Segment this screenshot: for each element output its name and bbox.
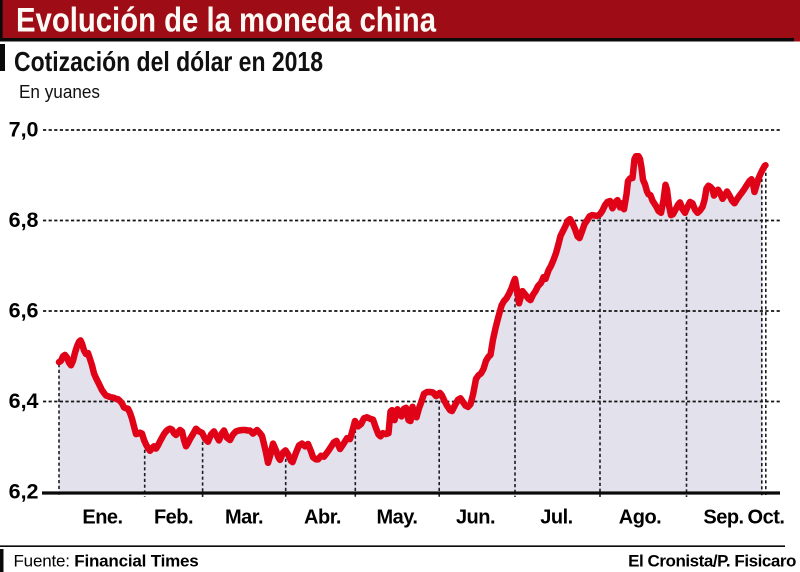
svg-text:7,0: 7,0 bbox=[9, 118, 39, 142]
svg-text:6,2: 6,2 bbox=[9, 480, 39, 504]
svg-text:El Cronista/P. Fisicaro: El Cronista/P. Fisicaro bbox=[628, 551, 796, 570]
svg-text:Mar.: Mar. bbox=[225, 507, 263, 529]
svg-text:Oct.: Oct. bbox=[748, 507, 785, 529]
svg-text:Fuente: Financial Times: Fuente: Financial Times bbox=[14, 551, 199, 570]
svg-text:Evolución de la moneda china: Evolución de la moneda china bbox=[16, 2, 437, 40]
svg-text:Jun.: Jun. bbox=[456, 507, 495, 529]
svg-text:6,4: 6,4 bbox=[9, 389, 39, 413]
svg-text:Abr.: Abr. bbox=[304, 507, 341, 529]
svg-text:Cotización del dólar en 2018: Cotización del dólar en 2018 bbox=[14, 46, 323, 77]
svg-text:Ene.: Ene. bbox=[82, 507, 122, 529]
svg-text:Sep.: Sep. bbox=[703, 507, 743, 529]
svg-text:May.: May. bbox=[377, 507, 418, 529]
svg-text:En yuanes: En yuanes bbox=[19, 81, 100, 102]
svg-text:Jul.: Jul. bbox=[540, 507, 572, 529]
svg-text:6,6: 6,6 bbox=[9, 299, 39, 323]
svg-text:Ago.: Ago. bbox=[619, 507, 661, 529]
svg-text:Feb.: Feb. bbox=[154, 507, 193, 529]
svg-text:6,8: 6,8 bbox=[9, 208, 39, 232]
